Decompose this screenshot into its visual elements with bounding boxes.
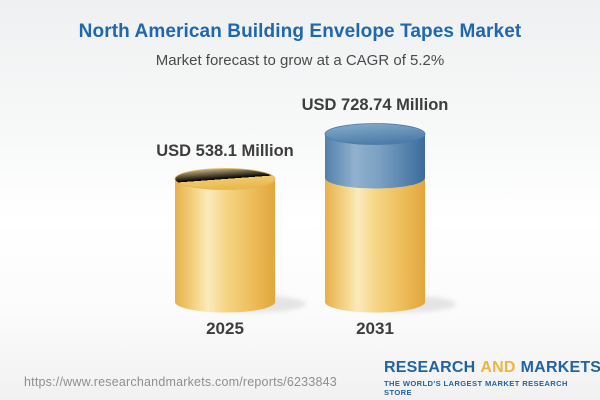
cylinder-2025 — [174, 168, 306, 313]
page-title: North American Building Envelope Tapes M… — [78, 21, 522, 42]
cylinder-2031 — [324, 123, 456, 313]
logo-word-markets: MARKETS — [520, 359, 600, 376]
cylinder-top-blue — [324, 123, 426, 145]
cylinder-top-gold — [174, 168, 276, 190]
cylinder-body-gold — [175, 179, 275, 313]
logo-wordmark: RESEARCH AND MARKETS — [384, 359, 600, 377]
logo-tagline: THE WORLD'S LARGEST MARKET RESEARCH STOR… — [384, 379, 568, 397]
value-label-2025: USD 538.1 Million — [156, 142, 294, 160]
value-label-2031: USD 728.74 Million — [301, 96, 449, 114]
source-url: https://www.researchandmarkets.com/repor… — [24, 375, 337, 389]
research-and-markets-logo: RESEARCH AND MARKETS THE WORLD'S LARGEST… — [384, 359, 600, 397]
logo-word-research: RESEARCH — [384, 359, 476, 376]
logo-word-and: AND — [480, 359, 516, 376]
axis-label-2031: 2031 — [356, 319, 394, 338]
cylinder-body-blue — [325, 134, 425, 189]
axis-label-2025: 2025 — [206, 319, 244, 338]
cylinder-body-gold — [325, 178, 425, 313]
page-subtitle: Market forecast to grow at a CAGR of 5.2… — [155, 52, 445, 69]
